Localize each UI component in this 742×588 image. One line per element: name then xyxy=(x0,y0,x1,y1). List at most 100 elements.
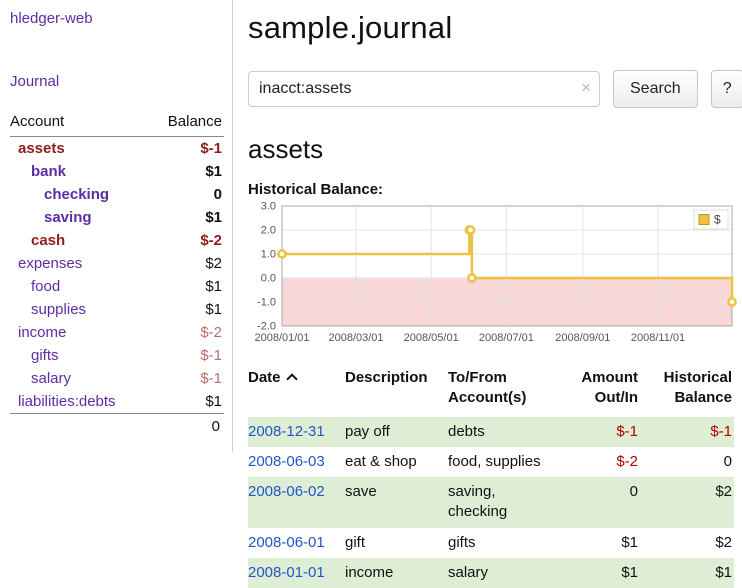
sidebar-account-row: expenses $2 xyxy=(10,252,224,275)
transaction-date-link[interactable]: 2008-01-01 xyxy=(248,564,325,581)
sidebar-account-row: checking 0 xyxy=(10,183,224,206)
chart-title: Historical Balance: xyxy=(248,181,742,198)
sidebar-account-supplies[interactable]: supplies xyxy=(10,301,86,318)
transaction-accounts: saving, checking xyxy=(448,477,552,528)
accounts-col-balance: Balance xyxy=(168,113,222,130)
transaction-date-link[interactable]: 2008-06-01 xyxy=(248,534,325,551)
help-button[interactable]: ? xyxy=(711,70,742,108)
sidebar-account-row: saving $1 xyxy=(10,206,224,229)
column-header-date[interactable]: Date xyxy=(248,366,345,417)
accounts-rows: assets $-1 bank $1 checking 0 saving $1 cash $-2 e… xyxy=(10,137,224,413)
transaction-balance: 0 xyxy=(640,447,734,477)
search-box: × xyxy=(248,71,600,107)
sidebar-account-assets[interactable]: assets xyxy=(10,140,65,157)
transaction-amount: $-1 xyxy=(552,417,640,447)
brand-link[interactable]: hledger-web xyxy=(10,10,224,27)
transaction-amount: $1 xyxy=(552,528,640,558)
transaction-date-link[interactable]: 2008-06-02 xyxy=(248,483,325,500)
transaction-description: pay off xyxy=(345,417,448,447)
sidebar-account-balance: $1 xyxy=(205,393,224,410)
accounts-total-row: 0 xyxy=(10,413,224,435)
search-input[interactable] xyxy=(248,71,600,107)
column-header-accounts[interactable]: To/From Account(s) xyxy=(448,366,552,417)
svg-text:2008/03/01: 2008/03/01 xyxy=(328,332,383,344)
transaction-date-cell: 2008-06-01 xyxy=(248,528,345,558)
accounts-table-header: Account Balance xyxy=(10,110,224,137)
search-button[interactable]: Search xyxy=(613,70,698,108)
sidebar-account-gifts[interactable]: gifts xyxy=(10,347,59,364)
sidebar-account-saving[interactable]: saving xyxy=(10,209,92,226)
accounts-table: Account Balance assets $-1 bank $1 checking 0… xyxy=(10,110,224,435)
sidebar-account-row: liabilities:debts $1 xyxy=(10,390,224,413)
sidebar-account-salary[interactable]: salary xyxy=(10,370,71,387)
sidebar-account-row: income $-2 xyxy=(10,321,224,344)
svg-text:0.0: 0.0 xyxy=(261,273,276,285)
sidebar-account-balance: $1 xyxy=(205,209,224,226)
sidebar-account-balance: $1 xyxy=(205,163,224,180)
sidebar-account-row: gifts $-1 xyxy=(10,344,224,367)
sidebar-account-row: salary $-1 xyxy=(10,367,224,390)
sidebar-account-balance: $1 xyxy=(205,278,224,295)
main-content: sample.journal × Search ? assets Histori… xyxy=(233,0,742,588)
transaction-accounts: debts xyxy=(448,417,552,447)
sidebar-account-liabilities-debts[interactable]: liabilities:debts xyxy=(10,393,116,410)
sidebar-account-balance: 0 xyxy=(214,186,224,203)
transaction-description: gift xyxy=(345,528,448,558)
account-heading: assets xyxy=(248,134,742,165)
sidebar-account-bank[interactable]: bank xyxy=(10,163,66,180)
sidebar-account-row: assets $-1 xyxy=(10,137,224,160)
accounts-col-account: Account xyxy=(10,113,64,130)
accounts-total-value: 0 xyxy=(212,418,222,435)
page-title: sample.journal xyxy=(248,10,742,46)
sidebar-account-row: bank $1 xyxy=(10,160,224,183)
transaction-balance: $-1 xyxy=(640,417,734,447)
sidebar-account-balance: $-1 xyxy=(200,347,224,364)
sidebar-account-food[interactable]: food xyxy=(10,278,60,295)
sidebar-item-journal[interactable]: Journal xyxy=(10,73,224,90)
svg-text:1.0: 1.0 xyxy=(261,249,276,261)
svg-text:2008/05/01: 2008/05/01 xyxy=(404,332,459,344)
sidebar-account-expenses[interactable]: expenses xyxy=(10,255,82,272)
transaction-description: income xyxy=(345,558,448,588)
sidebar-account-balance: $1 xyxy=(205,301,224,318)
transaction-date-link[interactable]: 2008-12-31 xyxy=(248,423,325,440)
column-header-balance[interactable]: Historical Balance xyxy=(640,366,734,417)
sidebar: hledger-web Journal Account Balance asse… xyxy=(0,0,233,452)
column-header-amount[interactable]: Amount Out/In xyxy=(552,366,640,417)
sidebar-account-balance: $2 xyxy=(205,255,224,272)
sidebar-account-row: supplies $1 xyxy=(10,298,224,321)
sidebar-account-row: food $1 xyxy=(10,275,224,298)
transaction-description: eat & shop xyxy=(345,447,448,477)
transaction-date-cell: 2008-12-31 xyxy=(248,417,345,447)
transaction-description: save xyxy=(345,477,448,528)
transaction-amount: $-2 xyxy=(552,447,640,477)
svg-text:2008/01/01: 2008/01/01 xyxy=(254,332,309,344)
sidebar-account-balance: $-2 xyxy=(200,324,224,341)
sidebar-account-checking[interactable]: checking xyxy=(10,186,109,203)
sidebar-account-cash[interactable]: cash xyxy=(10,232,65,249)
sidebar-account-balance: $-1 xyxy=(200,140,224,157)
sidebar-account-row: cash $-2 xyxy=(10,229,224,252)
column-header-description[interactable]: Description xyxy=(345,366,448,417)
transaction-amount: $1 xyxy=(552,558,640,588)
sidebar-account-balance: $-1 xyxy=(200,370,224,387)
svg-text:-1.0: -1.0 xyxy=(257,297,276,309)
sidebar-account-balance: $-2 xyxy=(200,232,224,249)
transaction-accounts: salary xyxy=(448,558,552,588)
search-row: × Search ? xyxy=(248,70,742,108)
column-header-date-label: Date xyxy=(248,369,281,386)
transaction-date-link[interactable]: 2008-06-03 xyxy=(248,453,325,470)
transaction-balance: $1 xyxy=(640,558,734,588)
svg-text:2008/07/01: 2008/07/01 xyxy=(479,332,534,344)
svg-text:$: $ xyxy=(714,213,721,227)
transaction-balance: $2 xyxy=(640,528,734,558)
clear-search-icon[interactable]: × xyxy=(581,78,591,98)
sidebar-account-income[interactable]: income xyxy=(10,324,66,341)
